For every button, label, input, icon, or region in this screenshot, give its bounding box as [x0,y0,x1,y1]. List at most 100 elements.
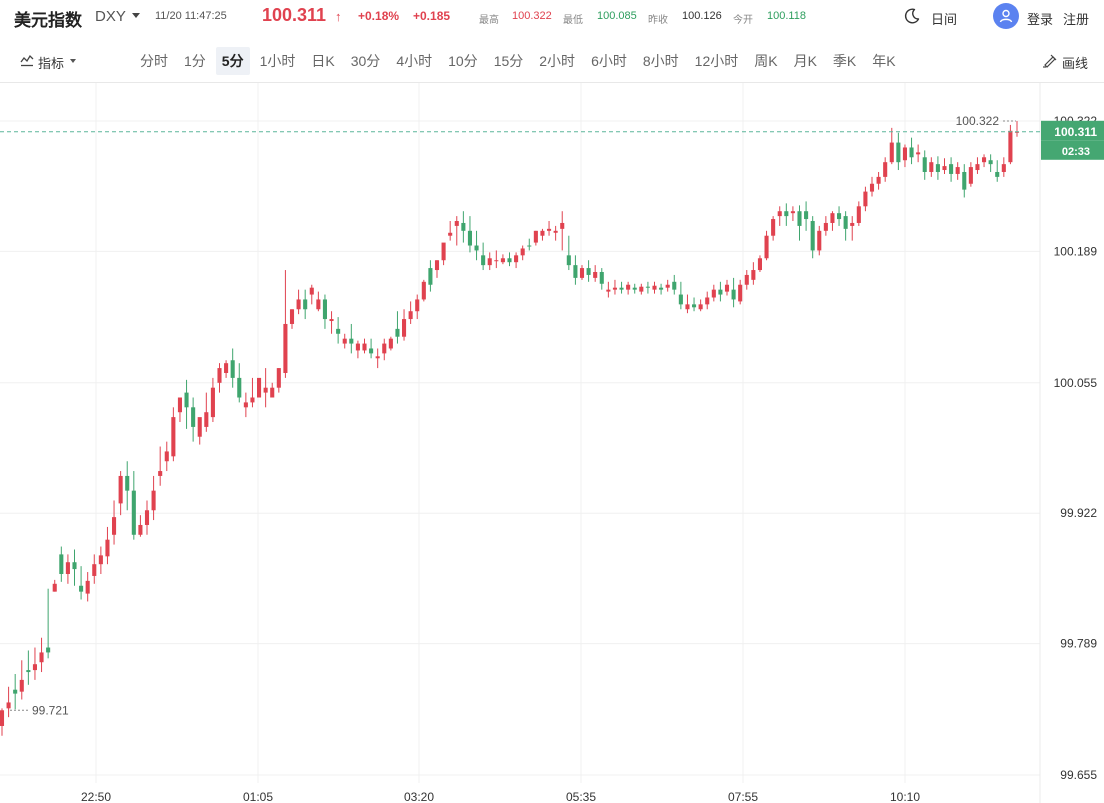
candle-body [883,162,888,177]
candle [13,674,18,710]
candle [342,333,347,349]
candle-body [942,166,947,171]
candle-body [59,554,64,574]
high-value: 100.322 [512,10,552,22]
candle-body [210,387,215,418]
draw-line-icon[interactable] [1042,52,1058,68]
candle [804,201,809,231]
period-tab[interactable]: 1分 [184,53,206,69]
candle-body [639,286,644,292]
candle-body [243,402,248,408]
candle [316,291,321,312]
candle [402,309,407,341]
candle-body [177,397,182,413]
candle-body [514,255,519,263]
candle [19,660,24,700]
register-link[interactable]: 注册 [1063,12,1090,27]
candle [138,515,143,537]
candle-body [105,539,110,557]
candle-body [164,451,169,462]
candle [65,554,70,584]
candle [533,230,538,246]
candle-body [757,258,762,271]
candle [421,279,426,302]
period-tab[interactable]: 10分 [448,53,478,69]
candle-body [349,338,354,344]
candle-body [896,142,901,163]
draw-line-button[interactable]: 画线 [1062,56,1089,71]
period-tab[interactable]: 1小时 [259,53,296,69]
theme-toggle-label[interactable]: 日间 [931,12,958,27]
period-tab[interactable]: 日K [311,53,335,69]
candle-body [902,147,907,161]
candle [632,283,637,294]
candle-body [296,299,301,310]
indicator-button[interactable]: 指标 [38,56,65,71]
candle-body [922,157,927,172]
period-tab[interactable]: 分时 [140,53,168,69]
moon-icon[interactable] [903,7,921,25]
candle-body [355,343,360,351]
candle [560,211,565,251]
candle [889,127,894,165]
period-tab[interactable]: 6小时 [591,53,627,69]
candle [39,637,44,673]
candle-body [448,232,453,236]
candle-body [968,167,973,184]
candle [830,211,835,231]
period-tab[interactable]: 2小时 [539,53,576,69]
max-price-marker: 100.322 [956,114,1000,128]
period-tab[interactable]: 15分 [493,53,524,69]
candle [276,368,281,393]
login-link[interactable]: 登录 [1027,12,1054,27]
candle-body [32,664,37,671]
candle [771,216,776,241]
candle-body [659,287,664,290]
x-tick-label: 05:35 [566,790,596,803]
candle-body [830,213,835,223]
candle [375,348,380,369]
candle [665,279,670,292]
candle [243,392,248,418]
period-tab[interactable]: 5分 [215,47,250,75]
period-tab[interactable]: 周K [754,53,778,69]
candle-body [39,652,44,663]
x-tick-label: 10:10 [890,790,920,803]
candle-body [738,284,743,302]
candle [118,471,123,516]
period-tab[interactable]: 30分 [350,53,381,69]
candle-body [850,222,855,226]
symbol-code[interactable]: DXY [95,8,126,25]
candle [415,294,420,320]
candle-body [652,285,657,290]
indicator-icon[interactable] [20,53,34,67]
candle [711,284,716,302]
candle-body [1008,130,1013,163]
period-tab[interactable]: 8小时 [642,53,679,69]
candle-body [771,219,776,236]
candle [184,379,189,429]
symbol-name[interactable]: 美元指数 [14,11,82,30]
candle [500,254,505,265]
period-tab[interactable]: 月K [793,53,817,69]
candle [744,270,749,290]
caret-down-icon[interactable] [70,59,76,63]
period-tab[interactable]: 4小时 [396,53,433,69]
candle [724,279,730,296]
x-tick-label: 07:55 [728,790,758,803]
period-tab[interactable]: 12小时 [694,53,739,69]
candle-body [237,377,242,398]
candle [606,281,611,298]
user-icon[interactable] [993,3,1019,29]
caret-down-icon[interactable] [132,13,140,18]
candle [0,708,5,736]
candle-body [718,289,723,295]
candle-body [962,171,967,190]
open-value: 100.118 [767,10,806,22]
candle [467,216,472,253]
candle-body [817,230,822,251]
period-tab[interactable]: 年K [872,53,896,69]
candle-body [118,475,123,504]
period-tab[interactable]: 季K [832,53,857,69]
